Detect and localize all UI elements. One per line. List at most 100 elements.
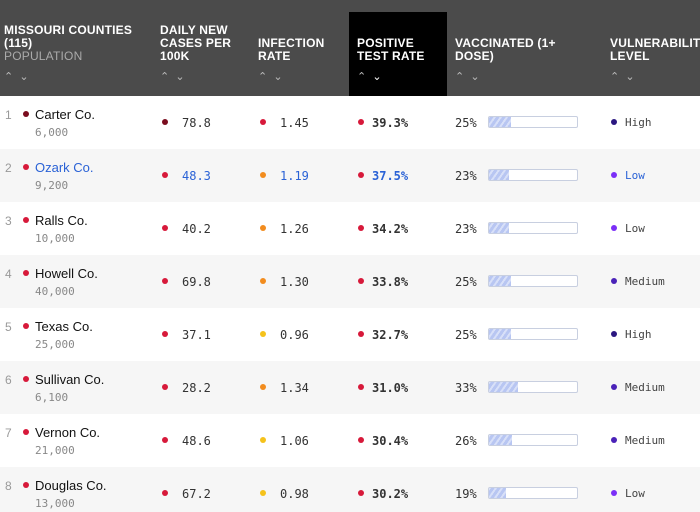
sort-arrows[interactable]: ⌃ ⌄ — [455, 71, 480, 83]
status-dot — [611, 225, 617, 231]
table-row[interactable]: 1 Carter Co. 6,000 78.8 1.45 39.3% 25% High — [0, 96, 700, 149]
column-header[interactable]: INFECTION RATE — [258, 36, 325, 63]
vaccinated-bar — [489, 276, 511, 286]
vaccinated-bar — [489, 223, 510, 233]
status-dot — [23, 217, 29, 223]
vaccinated-label: 25% — [455, 328, 477, 342]
column-header[interactable]: MISSOURI COUNTIES (115) — [4, 23, 133, 50]
infection-rate: 1.34 — [280, 381, 309, 395]
population: 25,000 — [35, 338, 75, 351]
daily-cases: 48.6 — [182, 434, 211, 448]
status-dot — [162, 437, 168, 443]
status-dot — [260, 119, 266, 125]
vulnerability: High — [625, 328, 652, 341]
status-dot — [23, 164, 29, 170]
vulnerability: Low — [625, 169, 645, 182]
rank: 3 — [5, 214, 12, 228]
positive-rate: 32.7% — [372, 328, 409, 342]
status-dot — [358, 172, 364, 178]
rank: 1 — [5, 108, 12, 122]
vaccinated-label: 25% — [455, 116, 477, 130]
vaccinated-bar-track — [488, 222, 578, 234]
rank: 6 — [5, 373, 12, 387]
status-dot — [358, 490, 364, 496]
column-header[interactable]: DAILY NEW CASES PER 100K — [160, 23, 232, 63]
status-dot — [358, 437, 364, 443]
population: 6,000 — [35, 126, 69, 139]
infection-rate: 0.96 — [280, 328, 309, 342]
daily-cases: 78.8 — [182, 116, 211, 130]
infection-rate: 0.98 — [280, 487, 309, 501]
status-dot — [260, 331, 266, 337]
sort-arrows[interactable]: ⌃ ⌄ — [4, 71, 29, 83]
vaccinated-label: 23% — [455, 169, 477, 183]
population: 21,000 — [35, 444, 75, 457]
table-row[interactable]: 7 Vernon Co. 21,000 48.6 1.06 30.4% 26% Medium — [0, 414, 700, 467]
column-header[interactable]: VACCINATED (1+ DOSE) — [455, 36, 556, 63]
positive-rate: 30.4% — [372, 434, 409, 448]
sort-arrows[interactable]: ⌃ ⌄ — [258, 71, 283, 83]
positive-rate: 34.2% — [372, 222, 409, 236]
positive-rate: 30.2% — [372, 487, 409, 501]
status-dot — [23, 376, 29, 382]
vulnerability: Low — [625, 222, 645, 235]
infection-rate: 1.26 — [280, 222, 309, 236]
vulnerability: Medium — [625, 275, 665, 288]
vaccinated-bar-track — [488, 116, 578, 128]
status-dot — [358, 384, 364, 390]
column-header[interactable]: VULNERABILITY LEVEL — [610, 36, 700, 63]
vulnerability: High — [625, 116, 652, 129]
sort-arrows[interactable]: ⌃ ⌄ — [357, 71, 382, 83]
sort-arrows[interactable]: ⌃ ⌄ — [610, 71, 635, 83]
positive-rate: 37.5% — [372, 169, 409, 183]
status-dot — [611, 278, 617, 284]
status-dot — [611, 437, 617, 443]
vaccinated-label: 33% — [455, 381, 477, 395]
rank: 5 — [5, 320, 12, 334]
column-subheader: POPULATION — [4, 49, 83, 63]
vaccinated-bar — [489, 382, 519, 392]
positive-rate: 31.0% — [372, 381, 409, 395]
status-dot — [162, 225, 168, 231]
vaccinated-bar-track — [488, 275, 578, 287]
table-row[interactable]: 5 Texas Co. 25,000 37.1 0.96 32.7% 25% High — [0, 308, 700, 361]
table-row[interactable]: 3 Ralls Co. 10,000 40.2 1.26 34.2% 23% Low — [0, 202, 700, 255]
status-dot — [260, 225, 266, 231]
status-dot — [162, 331, 168, 337]
infection-rate: 1.06 — [280, 434, 309, 448]
vaccinated-label: 26% — [455, 434, 477, 448]
county-name: Douglas Co. — [35, 478, 107, 493]
column-header[interactable]: POSITIVE TEST RATE — [357, 36, 425, 63]
table-row[interactable]: 8 Douglas Co. 13,000 67.2 0.98 30.2% 19% Low — [0, 467, 700, 512]
vaccinated-bar-track — [488, 487, 578, 499]
status-dot — [23, 429, 29, 435]
vaccinated-bar — [489, 117, 511, 127]
population: 9,200 — [35, 179, 69, 192]
infection-rate: 1.30 — [280, 275, 309, 289]
active-column-bg — [349, 12, 447, 96]
vaccinated-bar-track — [488, 381, 578, 393]
infection-rate: 1.45 — [280, 116, 309, 130]
status-dot — [162, 278, 168, 284]
table-row[interactable]: 6 Sullivan Co. 6,100 28.2 1.34 31.0% 33% Medium — [0, 361, 700, 414]
daily-cases: 28.2 — [182, 381, 211, 395]
status-dot — [611, 384, 617, 390]
vaccinated-label: 23% — [455, 222, 477, 236]
rank: 4 — [5, 267, 12, 281]
sort-arrows[interactable]: ⌃ ⌄ — [160, 71, 185, 83]
status-dot — [611, 172, 617, 178]
rank: 8 — [5, 479, 12, 493]
population: 6,100 — [35, 391, 69, 404]
table-row[interactable]: 2 Ozark Co. 9,200 48.3 1.19 37.5% 23% Low — [0, 149, 700, 202]
status-dot — [23, 270, 29, 276]
status-dot — [260, 278, 266, 284]
status-dot — [260, 384, 266, 390]
daily-cases: 69.8 — [182, 275, 211, 289]
table-row[interactable]: 4 Howell Co. 40,000 69.8 1.30 33.8% 25% Medium — [0, 255, 700, 308]
status-dot — [162, 490, 168, 496]
status-dot — [162, 119, 168, 125]
status-dot — [260, 437, 266, 443]
status-dot — [358, 119, 364, 125]
rank: 2 — [5, 161, 12, 175]
vaccinated-bar — [489, 488, 506, 498]
